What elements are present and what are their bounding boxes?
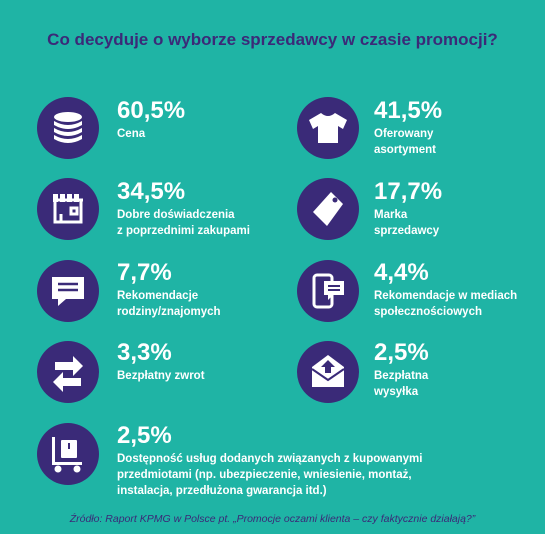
coins-icon [37, 97, 99, 159]
item-value: 34,5% [117, 178, 186, 205]
envelope-icon [297, 341, 359, 403]
shop-icon [37, 178, 99, 240]
item-label: Rekomendacje w mediach społecznościowych [374, 290, 518, 318]
item-label: Bezpłatny zwrot [117, 370, 205, 382]
chart-title: Co decyduje o wyborze sprzedawcy w czasi… [47, 30, 498, 49]
item-value: 4,4% [374, 259, 429, 286]
hand-truck-icon [37, 423, 99, 485]
phone-chat-icon [297, 260, 359, 322]
exchange-arrows-icon [37, 341, 99, 403]
tshirt-icon [297, 97, 359, 159]
item-value: 17,7% [374, 178, 443, 205]
item-value: 2,5% [374, 339, 429, 366]
item-label: Bezpłatna wysyłka [374, 370, 429, 398]
source-note: Źródło: Raport KPMG w Polsce pt. „Promoc… [69, 513, 476, 525]
item-value: 60,5% [117, 97, 186, 124]
item-label: Dobre doświadczenia z poprzednimi zakupa… [117, 209, 250, 237]
item-value: 41,5% [374, 97, 443, 124]
chat-bubble-icon [37, 260, 99, 322]
item-label: Oferowany asortyment [374, 128, 436, 156]
item-value: 7,7% [117, 259, 172, 286]
item-label: Dostępność usług dodanych związanych z k… [117, 453, 423, 497]
item-value: 3,3% [117, 339, 172, 366]
item-label: Marka sprzedawcy [374, 209, 440, 237]
item-label: Rekomendacje rodziny/znajomych [117, 290, 221, 318]
item-value: 2,5% [117, 422, 172, 449]
tag-icon [297, 178, 359, 240]
item-label: Cena [117, 128, 146, 140]
